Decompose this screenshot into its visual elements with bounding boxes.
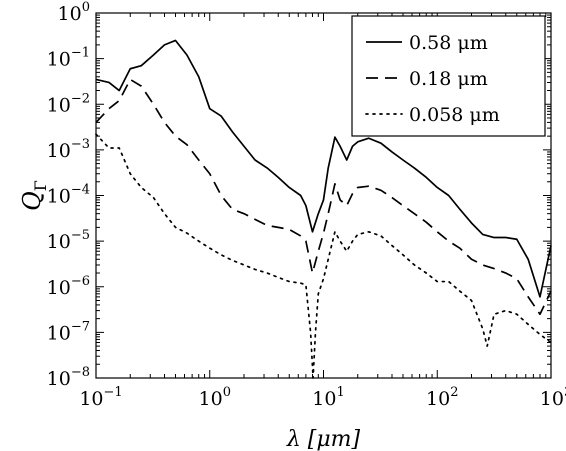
y-tick-label: 10−4 (47, 183, 90, 208)
y-tick-label: 10−1 (47, 46, 90, 71)
legend-box (351, 15, 546, 137)
series-line-0-18-m (95, 78, 552, 316)
frame-layer (95, 12, 552, 379)
y-tick-label: 100 (58, 0, 90, 25)
legend-label-0-58-m: 0.58 μm (409, 32, 488, 54)
x-tick-label: 101 (312, 385, 344, 410)
y-tick-label: 10−2 (47, 91, 90, 116)
y-tick-label: 10−7 (47, 319, 90, 344)
y-tick-label: 10−5 (47, 228, 90, 253)
legend-label-0-058-m: 0.058 μm (409, 104, 500, 126)
x-tick-label: 10−1 (79, 385, 122, 410)
series-layer (95, 39, 552, 379)
label-layer: 10−1 100 101 102 103 10−8 10−7 10−6 10−5 10−4 10−3… (18, 0, 566, 451)
legend-label-0-18-m: 0.18 μm (409, 68, 488, 90)
plot-frame (95, 12, 552, 379)
x-tick-label: 103 (540, 385, 566, 410)
y-axis-label: QΓ (18, 180, 50, 211)
y-tick-label: 10−3 (47, 137, 90, 162)
y-tick-label: 10−8 (47, 365, 90, 390)
x-tick-label: 102 (426, 385, 458, 410)
legend: 0.58 μm 0.18 μm 0.058 μm (351, 15, 546, 137)
x-tick-label: 100 (199, 385, 231, 410)
series-line-0-058-m (95, 133, 552, 379)
series-line-0-58-m (95, 39, 552, 298)
y-tick-label: 10−6 (47, 274, 90, 299)
x-axis-label: λ [μm] (286, 427, 361, 451)
